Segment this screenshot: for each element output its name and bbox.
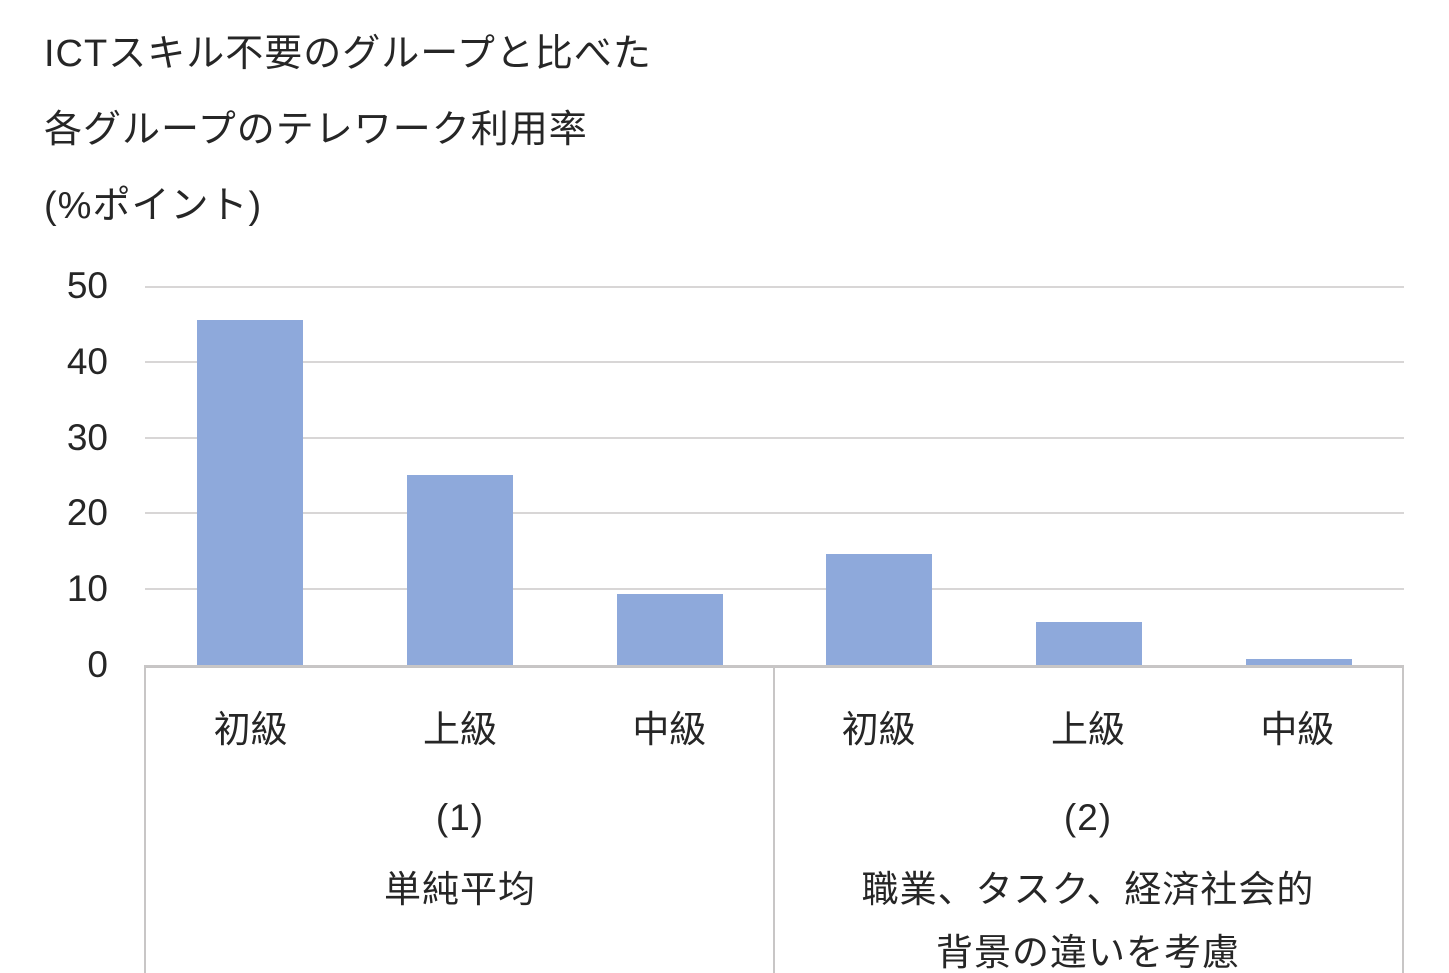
- category-label-g2-advanced: 上級: [1050, 709, 1125, 750]
- bar-初級-g2: [1246, 658, 1353, 665]
- group-divider-line: [773, 667, 775, 973]
- plot-area: [145, 286, 1404, 668]
- y-axis-tick-labels: 50 40 30 20 10 0: [30, 266, 108, 685]
- gridline-50: [145, 286, 1404, 288]
- gridline-40: [145, 360, 1404, 363]
- category-label-g1-advanced: 上級: [422, 709, 497, 750]
- category-label-g1-beginner: 初級: [841, 709, 916, 750]
- chart-title-line-2: 各グループのテレワーク利用率: [44, 109, 588, 151]
- category-label-g1-intermediate: 中級: [632, 709, 707, 750]
- chart-title-line-3: (%ポイント): [44, 185, 263, 227]
- category-label-g2-beginner: 初級: [213, 709, 288, 750]
- y-tick-50: 50: [66, 265, 108, 306]
- chart-title-line-1: ICTスキル不要のグループと比べた: [44, 33, 652, 75]
- group1-number: (1): [435, 797, 485, 838]
- category-label-g2-intermediate: 中級: [1260, 709, 1335, 750]
- category-axis-box: 上級 中級 初級 上級 中級 初級 (1) 単純平均 (2) 職業、タスク、経済…: [144, 665, 1404, 973]
- bar-中級-g2: [1036, 621, 1143, 665]
- gridline-10: [145, 588, 1404, 591]
- bar-上級-g1: [196, 320, 303, 665]
- group1-name: 単純平均: [384, 869, 536, 910]
- y-tick-20: 20: [66, 492, 108, 534]
- gridline-30: [145, 436, 1404, 439]
- gridline-20: [145, 512, 1404, 515]
- group2-number: (2): [1063, 797, 1113, 838]
- chart-title: ICTスキル不要のグループと比べた 各グループのテレワーク利用率 (%ポイント): [44, 16, 652, 244]
- group2-name-line-2: 背景の違いを考慮: [936, 932, 1240, 973]
- y-tick-10: 10: [66, 568, 108, 610]
- group2-name-line-1: 職業、タスク、経済社会的: [861, 869, 1315, 910]
- bar-初級-g1: [616, 593, 723, 665]
- bar-中級-g1: [406, 474, 513, 665]
- y-tick-0: 0: [87, 644, 108, 685]
- bar-上級-g2: [826, 554, 933, 665]
- y-tick-30: 30: [66, 416, 108, 458]
- y-tick-40: 40: [66, 340, 108, 382]
